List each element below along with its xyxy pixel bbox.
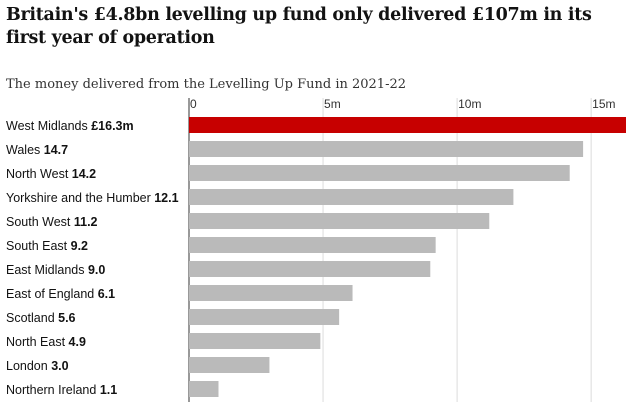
category-label-7: East of England 6.1	[6, 287, 115, 301]
category-label-0: West Midlands £16.3m	[6, 119, 134, 133]
value-label-5: 9.2	[71, 239, 88, 253]
value-label-11: 1.1	[100, 383, 117, 397]
bar-10	[189, 357, 270, 373]
category-label-10: London 3.0	[6, 359, 69, 373]
category-label-1: Wales 14.7	[6, 143, 68, 157]
bar-11	[189, 381, 219, 397]
value-label-10: 3.0	[51, 359, 68, 373]
value-label-3: 12.1	[154, 191, 178, 205]
category-label-5: South East 9.2	[6, 239, 88, 253]
value-label-4: 11.2	[74, 215, 98, 229]
chart-title: Britain's £4.8bn levelling up fund only …	[6, 5, 592, 48]
x-tick-label-15: 15m	[592, 97, 615, 111]
value-label-1: 14.7	[44, 143, 68, 157]
category-label-8: Scotland 5.6	[6, 311, 76, 325]
value-label-2: 14.2	[72, 167, 96, 181]
x-tick-label-5: 5m	[324, 97, 341, 111]
bar-3	[189, 189, 514, 205]
value-label-0: £16.3m	[91, 119, 133, 133]
chart-subtitle: The money delivered from the Levelling U…	[6, 77, 407, 92]
bar-5	[189, 237, 436, 253]
value-label-8: 5.6	[58, 311, 75, 325]
x-tick-label-10: 10m	[458, 97, 481, 111]
category-label-3: Yorkshire and the Humber 12.1	[6, 191, 179, 205]
category-label-11: Northern Ireland 1.1	[6, 383, 117, 397]
bar-8	[189, 309, 340, 325]
category-label-2: North West 14.2	[6, 167, 96, 181]
category-label-6: East Midlands 9.0	[6, 263, 105, 277]
bar-7	[189, 285, 353, 301]
value-label-9: 4.9	[69, 335, 86, 349]
category-label-9: North East 4.9	[6, 335, 86, 349]
bar-6	[189, 261, 431, 277]
value-label-7: 6.1	[98, 287, 115, 301]
x-tick-label-0: 0	[190, 97, 197, 111]
category-label-4: South West 11.2	[6, 215, 98, 229]
bar-4	[189, 213, 490, 229]
value-label-6: 9.0	[88, 263, 105, 277]
bar-0	[189, 117, 626, 133]
bar-1	[189, 141, 584, 157]
bar-2	[189, 165, 570, 181]
bar-9	[189, 333, 321, 349]
